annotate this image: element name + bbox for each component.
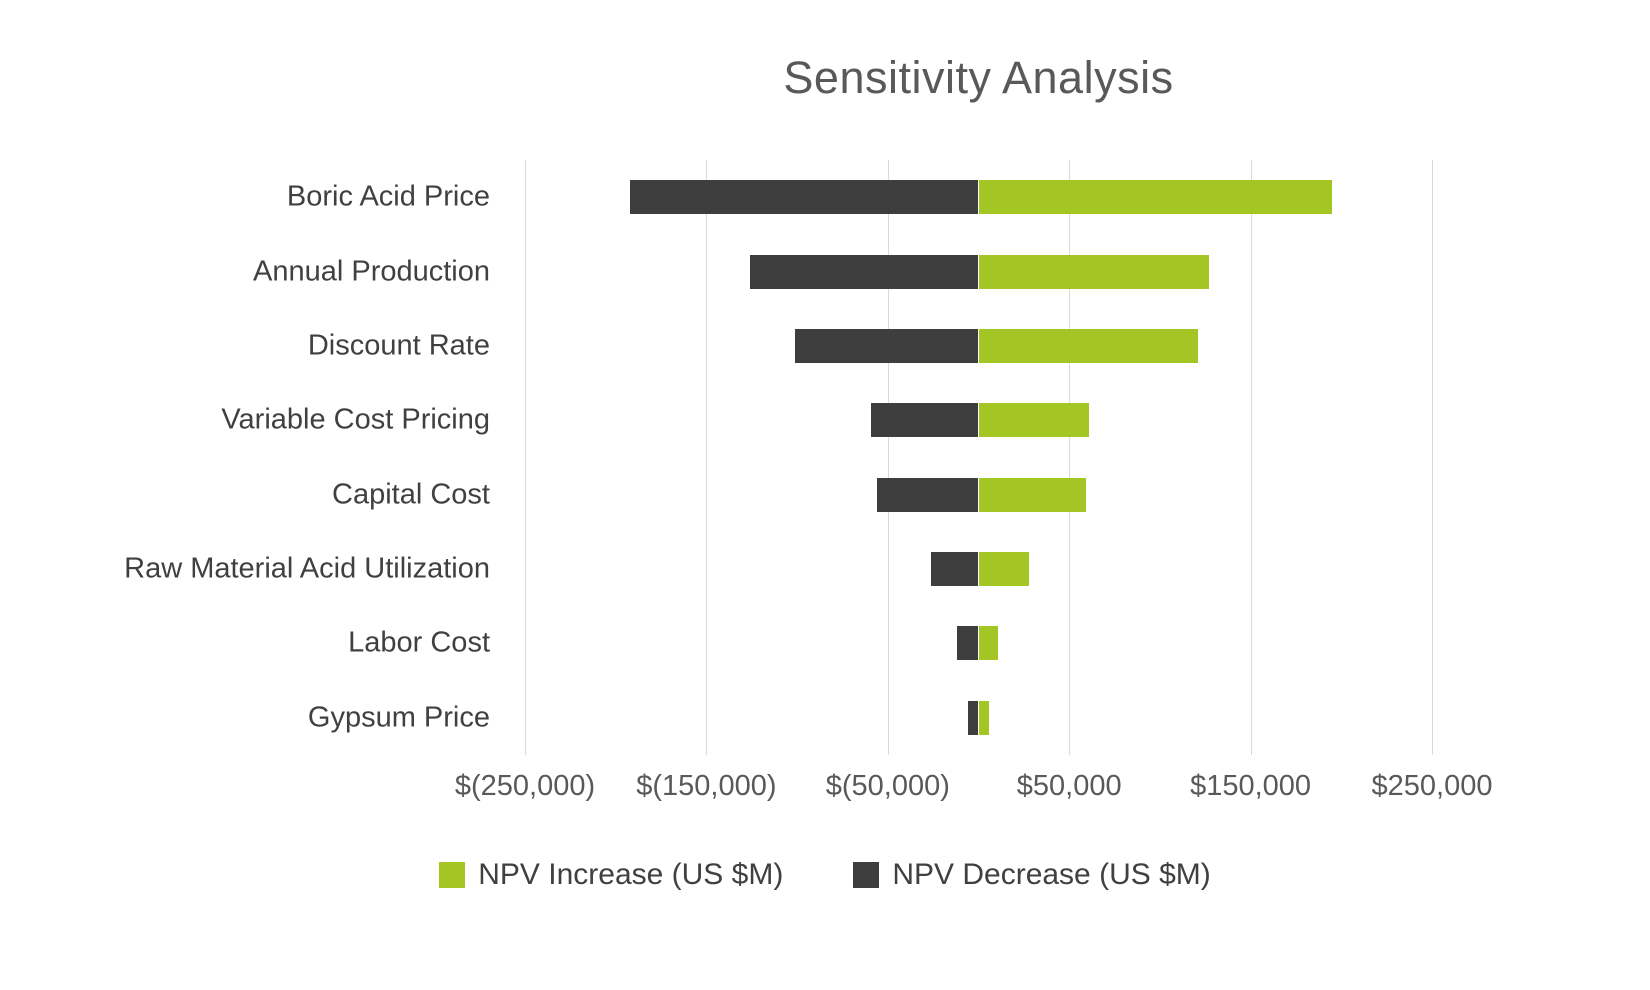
gridline	[706, 160, 708, 755]
chart-title: Sensitivity Analysis	[783, 52, 1174, 103]
category-label: Variable Cost Pricing	[221, 403, 490, 436]
legend-swatch-icon	[853, 862, 880, 888]
category-axis: Boric Acid Price Annual Production Discoun…	[0, 160, 495, 755]
bar-npv-decrease	[876, 477, 979, 512]
bar-npv-decrease	[956, 626, 979, 661]
bar-npv-decrease	[967, 700, 979, 735]
bar-npv-increase	[978, 403, 1090, 438]
bar-npv-decrease	[931, 552, 979, 587]
bar-npv-increase	[978, 700, 990, 735]
category-label: Gypsum Price	[307, 701, 490, 734]
category-label: Labor Cost	[348, 626, 490, 659]
gridline	[1069, 160, 1071, 755]
category-label: Capital Cost	[332, 478, 490, 511]
bar-npv-increase	[978, 477, 1086, 512]
category-label: Raw Material Acid Utilization	[124, 552, 490, 585]
x-tick-label: $(50,000)	[825, 770, 950, 802]
bar-npv-decrease	[749, 254, 979, 289]
bar-npv-increase	[978, 254, 1209, 289]
gridline	[1432, 160, 1433, 755]
gridline	[525, 160, 526, 755]
bar-npv-decrease	[795, 328, 979, 363]
x-tick-label: $(250,000)	[454, 770, 596, 802]
gridline	[1250, 160, 1252, 755]
legend-label: NPV Decrease (US $M)	[892, 858, 1211, 891]
legend-item: NPV Decrease (US $M)	[853, 858, 1211, 892]
x-tick-label: $250,000	[1371, 770, 1493, 802]
gridline	[887, 160, 889, 755]
bar-npv-increase	[978, 328, 1198, 363]
bar-npv-decrease	[630, 180, 979, 215]
x-tick-label: $50,000	[1016, 770, 1122, 802]
category-label: Boric Acid Price	[286, 180, 490, 213]
value-axis: $(250,000) $(150,000) $(50,000) $50,000 $150…	[455, 770, 1493, 810]
x-tick-label: $(150,000)	[636, 770, 777, 802]
bar-npv-increase	[978, 180, 1333, 215]
legend-label: NPV Increase (US $M)	[478, 858, 784, 891]
plot-area	[525, 160, 1433, 755]
bar-npv-increase	[978, 552, 1030, 587]
bar-npv-decrease	[871, 403, 979, 438]
legend-swatch-icon	[439, 862, 466, 888]
x-tick-label: $150,000	[1190, 770, 1312, 802]
legend-item: NPV Increase (US $M)	[439, 858, 783, 892]
legend: NPV Increase (US $M) NPV Decrease (US $M)	[0, 858, 1650, 892]
category-label: Annual Production	[253, 255, 490, 288]
category-label: Discount Rate	[307, 329, 490, 362]
bar-npv-increase	[978, 626, 999, 661]
